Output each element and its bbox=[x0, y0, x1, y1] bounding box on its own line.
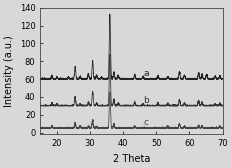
Y-axis label: Intensity (a.u.): Intensity (a.u.) bbox=[4, 35, 14, 107]
X-axis label: 2 Theta: 2 Theta bbox=[112, 154, 149, 164]
Text: c: c bbox=[142, 118, 147, 128]
Text: a: a bbox=[142, 69, 148, 78]
Text: b: b bbox=[142, 96, 148, 105]
